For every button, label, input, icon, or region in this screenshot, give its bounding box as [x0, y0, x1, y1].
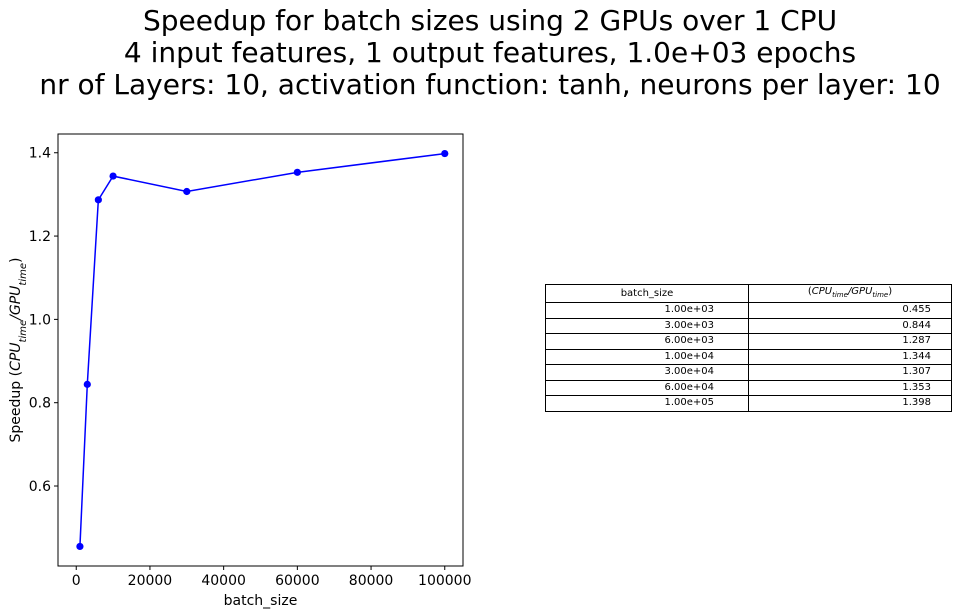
data-point — [293, 168, 301, 176]
ratio-cell: 0.844 — [748, 317, 952, 334]
x-axis-label: batch_size — [224, 593, 298, 609]
table-header-row: batch_size (CPUtime/GPUtime) — [545, 284, 952, 303]
title-line-2: 4 input features, 1 output features, 1.0… — [124, 36, 856, 69]
table-row: 3.00e+04 1.307 — [545, 364, 952, 381]
y-axis-label: Speedup (CPUtime/GPUtime) — [8, 258, 29, 443]
y-tick-label: 1.2 — [29, 229, 51, 245]
x-tick-label: 20000 — [128, 573, 173, 589]
batch-size-cell: 1.00e+03 — [545, 302, 749, 319]
title-line-3: nr of Layers: 10, activation function: t… — [39, 68, 940, 101]
batch-size-cell: 3.00e+04 — [545, 364, 749, 381]
ratio-cell: 1.398 — [748, 395, 952, 412]
speedup-line-chart: 0 20000 40000 60000 80000 100000 0.6 0.8 1.0 1.2… — [8, 133, 471, 609]
x-tick-label: 80000 — [349, 573, 394, 589]
data-point — [183, 187, 191, 196]
x-tick-label: 60000 — [275, 573, 320, 589]
y-tick-label: 1.4 — [29, 146, 51, 162]
y-tick-label: 0.8 — [29, 396, 51, 412]
data-point — [441, 149, 449, 158]
data-point — [76, 542, 84, 551]
ratio-cell: 1.344 — [748, 348, 952, 365]
batch-size-cell: 3.00e+03 — [545, 317, 749, 334]
title-line-1: Speedup for batch sizes using 2 GPUs ove… — [143, 4, 837, 37]
data-point — [94, 196, 102, 204]
x-tick-label: 0 — [72, 573, 81, 589]
table-header-ratio: (CPUtime/GPUtime) — [748, 284, 952, 303]
speedup-series-line — [79, 152, 445, 547]
y-tick-label: 1.0 — [29, 312, 51, 328]
x-axis-ticks: 0 20000 40000 60000 80000 100000 — [72, 566, 471, 589]
table-row: 6.00e+03 1.287 — [545, 333, 952, 350]
table-row: 1.00e+03 0.455 — [545, 302, 952, 319]
table-header-batch-size: batch_size — [545, 284, 749, 303]
x-tick-label: 40000 — [201, 573, 246, 589]
ratio-cell: 0.455 — [748, 302, 952, 319]
data-point — [109, 172, 117, 180]
table-row: 3.00e+03 0.844 — [545, 317, 952, 334]
batch-size-cell: 6.00e+03 — [545, 333, 749, 350]
ratio-header-math: (CPUtime/GPUtime) — [807, 286, 893, 299]
figure-title: Speedup for batch sizes using 2 GPUs ove… — [39, 4, 940, 101]
plot-area-frame — [57, 133, 464, 567]
speedup-table: batch_size (CPUtime/GPUtime) 1.00e+03 0.4… — [545, 284, 952, 412]
x-tick-label: 100000 — [418, 573, 471, 589]
ratio-cell: 1.287 — [748, 333, 952, 350]
ratio-cell: 1.307 — [748, 364, 952, 381]
table-body: 1.00e+03 0.455 3.00e+03 0.844 6.00e+03 1.287 1… — [545, 302, 952, 412]
batch-size-cell: 1.00e+04 — [545, 348, 749, 365]
table-row: 1.00e+04 1.344 — [545, 348, 952, 365]
batch-size-cell: 6.00e+04 — [545, 379, 749, 396]
table-row: 6.00e+04 1.353 — [545, 379, 952, 396]
ratio-cell: 1.353 — [748, 379, 952, 396]
y-axis-ticks: 0.6 0.8 1.0 1.2 1.4 — [29, 146, 58, 495]
speedup-series-markers — [76, 149, 449, 551]
batch-size-cell: 1.00e+05 — [545, 395, 749, 412]
data-point — [83, 380, 91, 388]
table-row: 1.00e+05 1.398 — [545, 395, 952, 412]
y-tick-label: 0.6 — [29, 479, 51, 495]
